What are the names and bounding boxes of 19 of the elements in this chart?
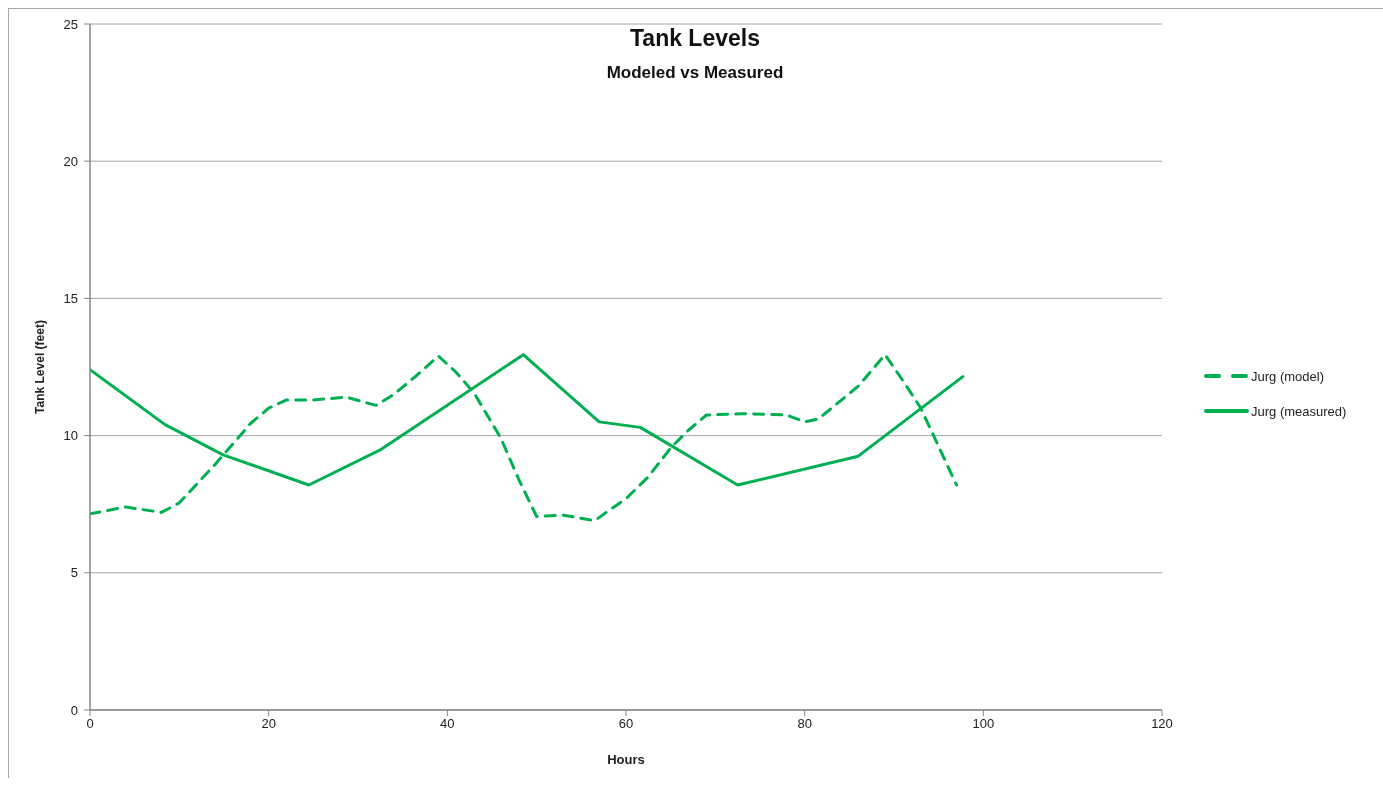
legend-label: Jurg (model) — [1251, 368, 1324, 384]
x-tick-label: 120 — [1151, 716, 1173, 732]
y-tick-label: 0 — [70, 702, 78, 718]
x-axis-title: Hours — [607, 752, 645, 767]
text: Modeled vs Measured — [605, 63, 785, 83]
x-tick-label: 20 — [261, 716, 276, 732]
x-tick-label: 60 — [618, 716, 634, 732]
y-tick-label: 20 — [63, 153, 78, 169]
chart-title: Tank Levels — [629, 25, 761, 52]
x-tick-label: 40 — [440, 716, 455, 732]
y-axis-title: Tank Level (feet) — [33, 320, 47, 414]
legend-label: Jurg (measured) — [1251, 403, 1347, 419]
x-tick-label: 100 — [972, 716, 995, 732]
x-tick-label: 0 — [86, 716, 94, 732]
y-tick-label: 10 — [63, 428, 78, 444]
y-tick-label: 25 — [63, 16, 78, 32]
y-tick-label: 5 — [70, 565, 78, 581]
x-tick-label: 80 — [797, 716, 812, 732]
y-tick-label: 15 — [63, 291, 78, 307]
